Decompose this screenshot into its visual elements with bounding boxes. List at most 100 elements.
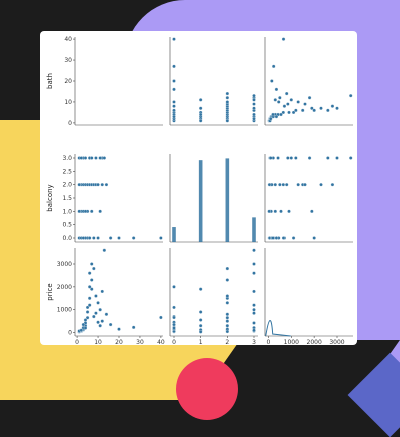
point-balcony-vs-price-10 <box>287 209 291 214</box>
point-balcony-vs-bath-31 <box>77 182 81 187</box>
point-balcony-vs-price-34 <box>312 236 316 240</box>
ytick-label-balcony-1: 0.5 <box>62 222 72 229</box>
point-balcony-vs-price-19 <box>286 156 290 160</box>
point-price-vs-balcony-30 <box>198 330 203 334</box>
point-balcony-vs-bath-37 <box>96 182 100 187</box>
point-price-vs-balcony-33 <box>252 328 256 333</box>
point-bath-vs-price-37 <box>296 100 300 104</box>
point-balcony-vs-price-16 <box>330 182 335 187</box>
balcony-hist-bar-0 <box>172 227 176 242</box>
ytick-label-balcony-3: 1.5 <box>62 195 72 202</box>
point-price-vs-balcony-22 <box>225 319 230 323</box>
point-price-vs-bath-18 <box>92 314 96 319</box>
point-bath-vs-price-33 <box>268 116 273 121</box>
point-price-vs-bath-28 <box>159 315 163 320</box>
point-price-vs-balcony-35 <box>252 262 256 266</box>
point-balcony-vs-bath-26 <box>117 236 121 240</box>
point-price-vs-balcony-11 <box>252 303 256 307</box>
point-price-vs-bath-9 <box>85 315 90 320</box>
point-price-vs-bath-14 <box>90 278 94 282</box>
ytick-label-balcony-2: 1.0 <box>62 208 72 215</box>
point-balcony-vs-price-7 <box>273 182 278 187</box>
point-price-vs-bath-12 <box>87 296 92 301</box>
point-price-vs-bath-34 <box>87 285 92 289</box>
point-bath-vs-price-39 <box>284 91 289 96</box>
xtick-label-balcony-2: 2 <box>225 339 229 345</box>
point-price-vs-bath-21 <box>98 323 102 328</box>
point-bath-vs-price-10 <box>287 110 291 115</box>
ytick-label-bath-0: 0 <box>68 120 72 127</box>
pairplot-card: 0 10 20 30 40 0.0 0.5 1.0 1.5 2.0 2.5 3.0 0 1000 2000 3… <box>40 31 357 345</box>
ytick-label-balcony-6: 3.0 <box>62 155 72 162</box>
point-price-vs-balcony-36 <box>225 294 230 298</box>
point-price-vs-balcony-17 <box>172 305 176 310</box>
point-balcony-vs-price-41 <box>274 236 279 240</box>
xtick-label-bath-0: 0 <box>75 339 79 345</box>
price-kde-curve <box>265 320 291 337</box>
point-balcony-vs-price-28 <box>281 236 286 240</box>
point-bath-vs-price-25 <box>274 87 279 92</box>
pairplot-figure: 0102030400.00.51.01.52.02.53.00100020003… <box>46 36 353 345</box>
point-balcony-vs-price-21 <box>273 209 278 214</box>
point-balcony-vs-price-8 <box>276 156 280 160</box>
yaxis-label-balcony: balcony <box>46 184 54 211</box>
point-bath-vs-price-12 <box>300 108 305 113</box>
xtick-label-balcony-0: 0 <box>172 339 176 345</box>
point-bath-vs-price-21 <box>273 98 278 102</box>
point-price-vs-balcony-39 <box>225 312 230 317</box>
point-price-vs-balcony-8 <box>252 321 256 325</box>
point-bath-vs-price-34 <box>312 108 316 113</box>
point-balcony-vs-price-29 <box>271 236 275 240</box>
point-price-vs-bath-11 <box>87 303 92 307</box>
point-price-vs-balcony-29 <box>172 326 176 330</box>
point-bath-vs-price-11 <box>294 108 298 113</box>
point-price-vs-balcony-7 <box>225 323 230 328</box>
point-price-vs-bath-39 <box>104 312 109 317</box>
point-balcony-vs-bath-20 <box>96 236 100 240</box>
point-bath-vs-price-17 <box>291 110 296 115</box>
point-price-vs-balcony-28 <box>172 315 176 320</box>
point-price-vs-balcony-10 <box>198 310 203 314</box>
point-bath-vs-balcony-30 <box>198 119 203 123</box>
point-price-vs-bath-17 <box>85 305 90 310</box>
ytick-label-price-2: 2000 <box>57 284 72 291</box>
point-bath-vs-price-38 <box>289 98 294 102</box>
point-balcony-vs-price-30 <box>267 209 271 214</box>
point-balcony-vs-price-22 <box>278 182 282 187</box>
point-price-vs-bath-27 <box>131 325 136 330</box>
point-price-vs-balcony-24 <box>252 248 256 253</box>
point-price-vs-bath-33 <box>79 328 84 333</box>
point-balcony-vs-bath-35 <box>90 156 94 160</box>
point-balcony-vs-bath-38 <box>98 156 102 160</box>
point-balcony-vs-price-35 <box>335 156 339 160</box>
point-bath-vs-price-18 <box>282 104 287 108</box>
point-balcony-vs-price-11 <box>294 156 298 160</box>
point-price-vs-bath-25 <box>108 322 113 327</box>
point-price-vs-bath-19 <box>94 311 98 315</box>
ytick-label-bath-4: 40 <box>64 36 72 43</box>
point-balcony-vs-price-36 <box>303 182 307 187</box>
point-bath-vs-balcony-31 <box>225 119 230 123</box>
point-bath-vs-balcony-33 <box>252 116 256 121</box>
point-bath-vs-balcony-40 <box>198 112 203 117</box>
point-balcony-vs-bath-25 <box>108 236 113 240</box>
point-bath-vs-price-22 <box>278 96 282 100</box>
point-bath-vs-balcony-34 <box>172 108 176 113</box>
point-balcony-vs-bath-24 <box>102 156 107 160</box>
xtick-label-bath-4: 40 <box>157 339 165 345</box>
point-bath-vs-balcony-18 <box>172 104 176 108</box>
balcony-hist-bar-1 <box>198 160 203 242</box>
point-bath-vs-balcony-28 <box>172 37 176 41</box>
xtick-label-price-2: 2000 <box>307 339 322 345</box>
point-price-vs-balcony-14 <box>225 278 230 282</box>
point-balcony-vs-bath-28 <box>159 236 163 240</box>
point-price-vs-bath-20 <box>96 320 100 325</box>
point-balcony-vs-bath-41 <box>81 236 86 240</box>
point-price-vs-balcony-40 <box>198 318 203 322</box>
background-red-circle <box>176 358 238 420</box>
point-bath-vs-price-36 <box>303 102 307 106</box>
xtick-label-balcony-3: 3 <box>252 339 256 345</box>
point-bath-vs-balcony-20 <box>172 100 176 104</box>
point-balcony-vs-price-38 <box>289 156 294 160</box>
point-balcony-vs-bath-27 <box>131 236 136 240</box>
